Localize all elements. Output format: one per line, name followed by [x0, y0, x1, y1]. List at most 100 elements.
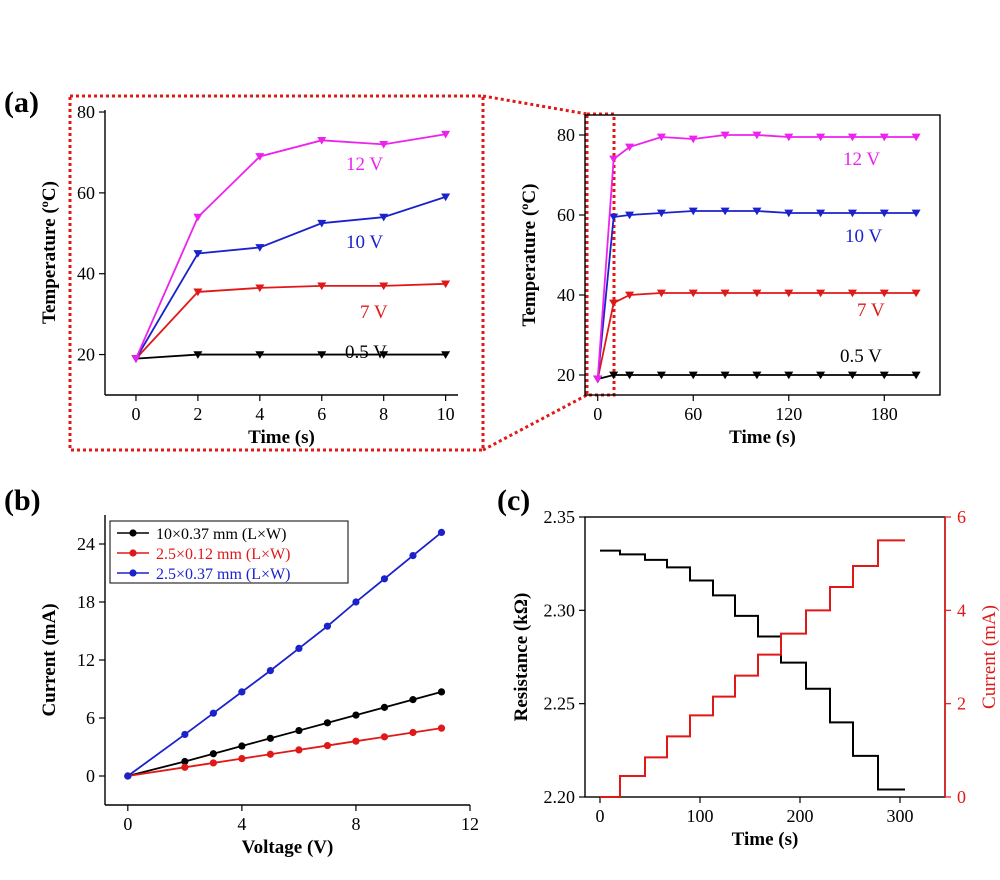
data-point-3 [688, 135, 698, 144]
zoom-frame [68, 94, 485, 452]
data-point-1 [352, 737, 360, 745]
data-point-3 [752, 131, 762, 140]
y-axis-title: Resistance (kΩ) [511, 593, 532, 722]
label-10v-full: 10 V [845, 226, 882, 247]
series-line-0 [127, 691, 442, 777]
x-tick-label: 300 [887, 806, 914, 826]
label-7v-zoom: 7 V [360, 302, 388, 323]
data-point-0 [609, 371, 619, 380]
data-point-1 [720, 289, 730, 298]
panel-label-b: (b) [4, 484, 41, 517]
x-tick-label: 2 [193, 404, 202, 424]
data-point-3 [609, 155, 619, 164]
data-point-0 [688, 371, 698, 380]
data-point-3 [879, 133, 889, 142]
data-point-0 [209, 750, 217, 758]
chart-c: 0 100 200 300 2.20 2.25 2.30 2.35 Time (s) Resist… [511, 507, 1000, 850]
step-line-resistance [600, 549, 905, 791]
data-point-0 [317, 351, 327, 359]
data-point-0 [266, 734, 274, 742]
data-point-3 [720, 131, 730, 140]
label-7v-full: 7 V [857, 300, 885, 321]
data-point-1 [255, 284, 265, 293]
data-point-3 [255, 153, 265, 161]
data-point-1 [688, 289, 698, 298]
data-point-2 [656, 209, 666, 218]
data-point-0 [720, 371, 730, 380]
x-tick-label: 0 [131, 404, 140, 424]
data-point-3 [784, 133, 794, 142]
plot-frame [584, 114, 941, 396]
y-tick-label: 6 [86, 708, 95, 728]
y-tick-label: 2.30 [544, 600, 576, 620]
data-point-2 [124, 772, 132, 780]
right-tick-label: 6 [957, 507, 966, 527]
panel-label-c: (c) [497, 484, 530, 517]
data-point-2 [847, 209, 857, 218]
y-tick-label: 18 [77, 592, 95, 612]
series-line-3 [135, 133, 446, 359]
legend-item-blue: 2.5×0.37 mm (L×W) [117, 566, 290, 583]
series-line-1 [135, 282, 446, 360]
data-point-2 [255, 244, 265, 252]
legend-label-red: 2.5×0.12 mm (L×W) [156, 546, 290, 563]
data-point-0 [847, 371, 857, 380]
data-point-2 [352, 598, 360, 606]
series-line-0 [597, 374, 917, 380]
label-05v-zoom: 0.5 V [345, 342, 387, 363]
data-point-0 [352, 711, 360, 719]
x-tick-label: 200 [787, 806, 814, 826]
data-point-2 [238, 688, 246, 696]
data-point-1 [380, 733, 389, 741]
series-line-1 [596, 292, 917, 380]
chart-a-full: 0 60 120 180 20 40 60 80 Time (s) Temperature (ºC… [519, 114, 941, 448]
x-tick-label: 0 [123, 814, 132, 834]
data-point-2 [688, 207, 698, 216]
x-tick-label: 120 [775, 404, 802, 424]
data-point-0 [441, 351, 451, 359]
data-point-2 [816, 209, 826, 218]
data-point-0 [295, 726, 303, 735]
y-tick-label: 2.20 [544, 787, 576, 807]
right-tick-label: 0 [957, 787, 966, 807]
data-point-1 [625, 291, 635, 300]
data-point-0 [380, 703, 389, 711]
right-tick-label: 2 [957, 694, 966, 714]
data-point-1 [784, 289, 794, 298]
data-point-1 [441, 280, 451, 289]
data-point-3 [911, 133, 921, 142]
data-point-0 [323, 719, 332, 727]
data-point-0 [879, 371, 889, 380]
y-axis-title: Temperature (ºC) [519, 184, 540, 327]
data-point-3 [625, 143, 635, 152]
y-tick-label: 20 [77, 345, 95, 365]
data-point-0 [625, 371, 635, 380]
data-point-3 [593, 375, 603, 384]
data-point-2 [295, 644, 303, 653]
data-point-2 [209, 709, 217, 717]
panel-label-a: (a) [4, 86, 39, 119]
data-point-2 [625, 211, 635, 220]
label-05v-full: 0.5 V [840, 346, 882, 367]
data-point-0 [437, 688, 446, 696]
data-point-2 [911, 209, 921, 218]
x-tick-label: 6 [317, 404, 326, 424]
y-tick-label: 80 [77, 102, 95, 122]
data-point-1 [193, 288, 203, 297]
right-tick-label: 4 [957, 600, 966, 620]
legend-box [109, 520, 349, 584]
label-10v-zoom: 10 V [346, 232, 383, 253]
data-point-1 [295, 746, 303, 754]
data-point-0 [752, 371, 762, 380]
data-point-3 [656, 133, 666, 142]
data-point-2 [380, 575, 389, 583]
x-tick-label: 4 [255, 404, 264, 424]
label-12v-full: 12 V [843, 149, 880, 170]
data-point-1 [317, 282, 327, 291]
y-tick-label: 24 [77, 534, 95, 554]
data-point-2 [317, 219, 327, 228]
x-axis-title: Time (s) [732, 829, 799, 850]
x-tick-label: 180 [871, 404, 898, 424]
data-point-1 [323, 741, 332, 750]
